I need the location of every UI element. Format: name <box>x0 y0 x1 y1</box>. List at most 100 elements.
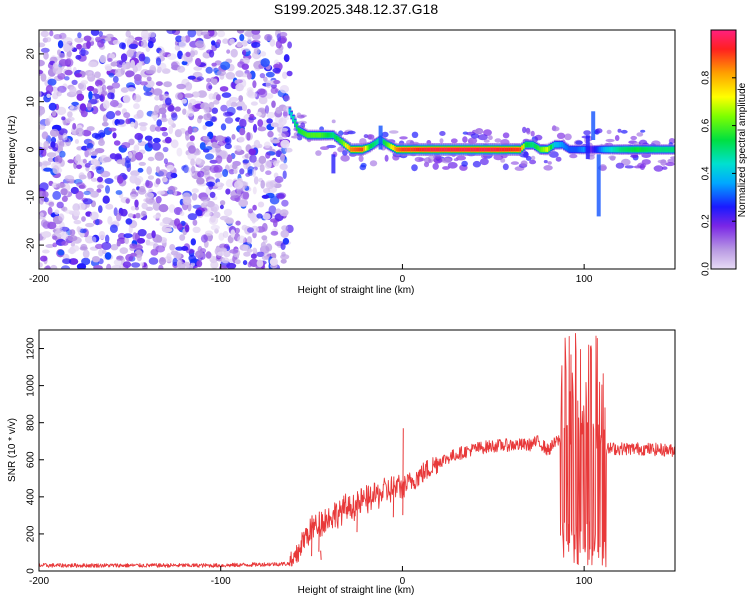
spectrogram-halo-cell <box>433 157 443 164</box>
spectrogram-noise-cell <box>109 224 118 233</box>
spectrogram-ridge-cell <box>415 147 419 152</box>
spectrogram-noise-cell <box>42 249 50 254</box>
spectrogram-noise-cell <box>202 135 210 141</box>
spectrogram-halo-cell <box>534 134 543 141</box>
spectrogram-noise-cell <box>111 82 121 89</box>
spectrogram-noise-cell <box>151 110 158 116</box>
spectrogram-noise-cell <box>133 94 142 103</box>
spectrogram-ridge-cell <box>582 148 586 151</box>
spectrogram-ridge-cell <box>368 145 372 149</box>
spectrogram-noise-cell <box>251 33 261 40</box>
spectrogram-noise-cell <box>146 76 152 82</box>
spectrogram-noise-cell <box>242 159 250 164</box>
spectrogram-noise-cell <box>40 47 50 53</box>
spectrogram-noise-cell <box>98 248 104 257</box>
spectrogram-noise-cell <box>43 167 53 172</box>
spectrogram-ridge-cell <box>477 147 481 152</box>
spectrogram-noise-cell <box>105 185 110 194</box>
spectrogram-halo-cell <box>369 160 378 167</box>
spectrogram-ridge-cell <box>613 148 617 151</box>
spectrogram-noise-cell <box>196 76 204 81</box>
spectrogram-noise-cell <box>234 227 240 234</box>
spectrogram-noise-cell <box>97 129 106 139</box>
spectrogram-noise-cell <box>177 261 186 269</box>
spectrogram-ridge-cell <box>370 144 373 148</box>
spectrogram-noise-cell <box>215 135 225 142</box>
spectrogram-halo-cell <box>480 158 489 166</box>
spectrogram-noise-cell <box>280 258 287 264</box>
spectrogram-noise-cell <box>257 201 265 208</box>
spectrogram-noise-cell <box>156 190 166 195</box>
spectrogram-noise-cell <box>204 230 214 236</box>
spectrogram-noise-cell <box>64 209 73 214</box>
spectrogram-noise-cell <box>156 119 162 127</box>
spectrogram-noise-cell <box>221 257 230 264</box>
spectrogram-noise-cell <box>208 93 215 100</box>
spectrogram-ridge-cell <box>335 136 339 140</box>
colorbar-tick-label: 0.2 <box>701 214 712 228</box>
spectrogram-noise-cell <box>191 165 196 174</box>
spectrogram-halo-cell <box>543 165 553 171</box>
spectrogram-noise-cell <box>72 203 80 212</box>
spectrogram-noise-cell <box>120 53 128 62</box>
spectrogram-noise-cell <box>202 200 209 206</box>
spectrogram-noise-cell <box>276 193 286 200</box>
spectrogram-noise-cell <box>225 179 235 188</box>
spectrogram-noise-cell <box>219 204 224 210</box>
spectrogram-noise-cell <box>269 196 280 205</box>
spectrogram-ridge-cell <box>406 147 410 152</box>
spectrogram-ridge-cell <box>599 148 602 151</box>
spectrogram-noise-cell <box>113 140 121 146</box>
snr-spike <box>356 491 358 533</box>
spectrogram-ridge-cell <box>419 147 422 152</box>
spectrogram-noise-cell <box>107 57 113 62</box>
spectrogram-noise-cell <box>128 225 133 234</box>
spectrogram-ridge-cell <box>299 130 303 133</box>
spectrogram-noise-cell <box>265 243 273 252</box>
spectrogram-ridge-cell <box>510 147 513 152</box>
spectrogram-noise-cell <box>138 161 146 166</box>
spectrogram-noise-cell <box>154 95 160 101</box>
spectrogram-noise-cell <box>164 136 172 144</box>
spectrogram-halo-cell <box>526 129 531 135</box>
spectrogram-noise-cell <box>257 126 267 132</box>
spectrogram-ridge-cell <box>648 148 651 151</box>
spectrogram-noise-cell <box>145 69 156 74</box>
spectrogram-noise-cell <box>112 39 120 45</box>
spectrogram-ridge-cell <box>339 139 342 143</box>
spectrogram-noise-cell <box>152 214 160 219</box>
spectrogram-halo-cell <box>583 130 591 136</box>
spectrogram-noise-cell <box>236 30 245 34</box>
spectrogram-noise-cell <box>147 156 155 162</box>
spectrogram-ridge-cell <box>546 148 550 151</box>
spectrogram-ridge-cell <box>641 148 644 151</box>
spectrogram-noise-cell <box>222 169 229 177</box>
spectrogram-noise-cell <box>265 181 275 190</box>
spectrogram-ridge-cell <box>552 144 555 148</box>
spectrogram-noise-cell <box>252 247 257 253</box>
spectrogram-ridge-cell <box>650 148 653 151</box>
spectrogram-ridge-cell <box>292 117 295 121</box>
spectrogram-noise-cell <box>230 48 238 58</box>
spectrogram-noise-cell <box>133 144 140 153</box>
spectrogram-ridge-cell <box>610 148 613 151</box>
spectrogram-noise-cell <box>45 37 52 43</box>
spectrogram-noise-cell <box>163 81 173 88</box>
spectrogram-noise-cell <box>130 206 136 211</box>
colorbar-tick-label: 0.4 <box>701 166 712 180</box>
spectrogram-ridge-cell <box>324 133 328 137</box>
spectrogram-noise-cell <box>195 58 202 66</box>
spectrogram-noise-cell <box>39 70 44 75</box>
colorbar-gradient <box>711 30 736 269</box>
spectrogram-noise-cell <box>171 112 178 121</box>
spectrogram-ridge-cell <box>608 148 611 151</box>
spectrogram-noise-cell <box>177 50 183 60</box>
spectrogram-noise-cell <box>40 73 47 82</box>
spectrogram-noise-cell <box>113 207 118 217</box>
spectrogram-noise-cell <box>76 226 81 233</box>
spectrogram-noise-cell <box>177 65 186 73</box>
snr-spike <box>311 515 313 557</box>
spectrogram-noise-cell <box>281 251 286 257</box>
spectrogram-noise-cell <box>132 232 138 241</box>
spectrogram-ridge-cell <box>672 148 675 151</box>
